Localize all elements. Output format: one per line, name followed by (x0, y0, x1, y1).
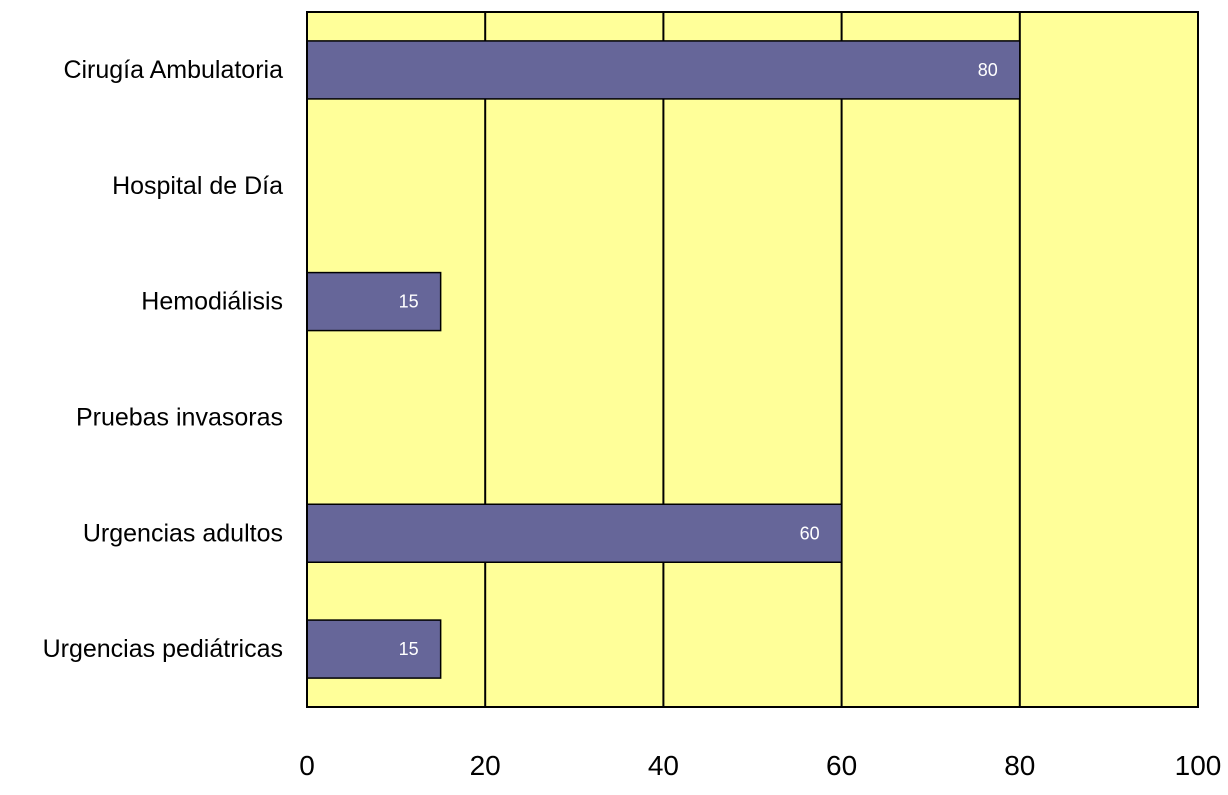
category-label-4: Urgencias adultos (83, 519, 283, 547)
x-tick-labels: 0 20 40 60 80 100 (299, 750, 1221, 781)
plot-border (306, 11, 1199, 708)
x-tick-label-20: 20 (470, 750, 501, 781)
x-tick-label-100: 100 (1175, 750, 1222, 781)
data-label-4: 60 (800, 523, 820, 543)
category-label-5: Urgencias pediátricas (43, 635, 283, 663)
gridlines (484, 12, 1021, 707)
bar-2 (306, 271, 442, 332)
category-labels: Cirugía Ambulatoria Hospital de Día Hemodi… (43, 56, 283, 663)
bar-0 (306, 40, 1021, 100)
data-labels: 80 15 60 15 (399, 60, 998, 659)
bars (306, 40, 1021, 679)
category-label-1: Hospital de Día (112, 172, 283, 200)
bar-5 (306, 619, 442, 679)
x-tick-label-40: 40 (648, 750, 679, 781)
category-label-3: Pruebas invasoras (76, 403, 283, 431)
x-tick-label-0: 0 (299, 750, 315, 781)
bar-4 (306, 503, 843, 563)
data-label-0: 80 (978, 60, 998, 80)
x-tick-label-60: 60 (826, 750, 857, 781)
data-label-5: 15 (399, 639, 419, 659)
plot-background (307, 12, 1198, 707)
x-tick-label-80: 80 (1004, 750, 1035, 781)
data-label-2: 15 (399, 292, 419, 312)
category-label-0: Cirugía Ambulatoria (63, 56, 283, 84)
category-label-2: Hemodiálisis (141, 288, 283, 316)
